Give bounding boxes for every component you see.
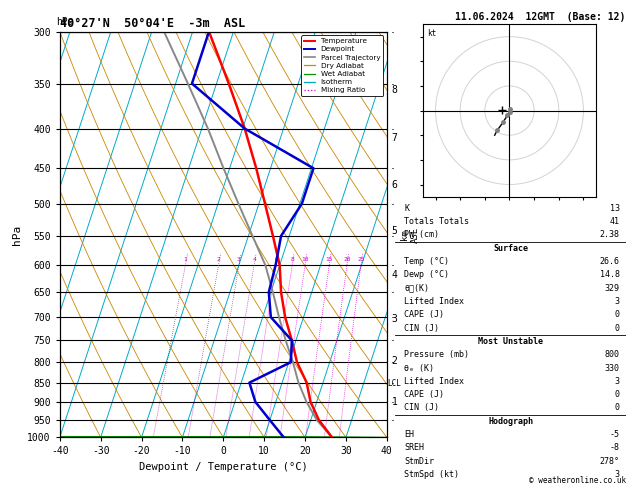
Text: 3: 3: [615, 377, 620, 386]
Text: 3: 3: [615, 470, 620, 479]
Text: 4: 4: [252, 257, 256, 262]
Text: 330: 330: [604, 364, 620, 373]
Text: Dewp (°C): Dewp (°C): [404, 270, 449, 279]
Text: StmDir: StmDir: [404, 457, 434, 466]
Text: Most Unstable: Most Unstable: [478, 337, 543, 346]
Text: Hodograph: Hodograph: [488, 417, 533, 426]
Text: 8: 8: [291, 257, 294, 262]
Text: CAPE (J): CAPE (J): [404, 390, 444, 399]
Text: Lifted Index: Lifted Index: [404, 377, 464, 386]
Text: CIN (J): CIN (J): [404, 403, 439, 413]
Text: kt: kt: [426, 30, 436, 38]
Text: 0: 0: [615, 403, 620, 413]
Text: 2: 2: [216, 257, 220, 262]
Text: 6: 6: [274, 257, 278, 262]
Text: 0: 0: [615, 310, 620, 319]
Text: Lifted Index: Lifted Index: [404, 297, 464, 306]
Text: 40°27'N  50°04'E  -3m  ASL: 40°27'N 50°04'E -3m ASL: [60, 17, 245, 31]
Text: 20: 20: [343, 257, 350, 262]
Text: 11.06.2024  12GMT  (Base: 12): 11.06.2024 12GMT (Base: 12): [455, 12, 626, 22]
Text: © weatheronline.co.uk: © weatheronline.co.uk: [529, 476, 626, 485]
X-axis label: Dewpoint / Temperature (°C): Dewpoint / Temperature (°C): [139, 462, 308, 472]
Text: LCL: LCL: [387, 379, 401, 388]
Text: 10: 10: [301, 257, 309, 262]
Text: 15: 15: [325, 257, 333, 262]
Legend: Temperature, Dewpoint, Parcel Trajectory, Dry Adiabat, Wet Adiabat, Isotherm, Mi: Temperature, Dewpoint, Parcel Trajectory…: [301, 35, 383, 96]
Text: EH: EH: [404, 430, 415, 439]
Text: θᴄ(K): θᴄ(K): [404, 284, 429, 293]
Text: -8: -8: [610, 443, 620, 452]
Text: StmSpd (kt): StmSpd (kt): [404, 470, 459, 479]
Y-axis label: hPa: hPa: [12, 225, 21, 244]
Text: hPa: hPa: [57, 17, 74, 27]
Text: Surface: Surface: [493, 244, 528, 253]
Text: CAPE (J): CAPE (J): [404, 310, 444, 319]
Text: Temp (°C): Temp (°C): [404, 257, 449, 266]
Text: 278°: 278°: [599, 457, 620, 466]
Text: PW (cm): PW (cm): [404, 230, 439, 240]
Y-axis label: km
ASL: km ASL: [400, 226, 420, 243]
Text: 800: 800: [604, 350, 620, 359]
Text: K: K: [404, 204, 409, 213]
Text: 0: 0: [615, 390, 620, 399]
Text: Pressure (mb): Pressure (mb): [404, 350, 469, 359]
Text: 25: 25: [357, 257, 365, 262]
Text: SREH: SREH: [404, 443, 425, 452]
Text: 26.6: 26.6: [599, 257, 620, 266]
Text: 3: 3: [615, 297, 620, 306]
Text: CIN (J): CIN (J): [404, 324, 439, 332]
Text: 41: 41: [610, 217, 620, 226]
Text: 13: 13: [610, 204, 620, 213]
Text: θₑ (K): θₑ (K): [404, 364, 434, 373]
Text: Totals Totals: Totals Totals: [404, 217, 469, 226]
Text: 1: 1: [184, 257, 187, 262]
Text: 329: 329: [604, 284, 620, 293]
Text: 14.8: 14.8: [599, 270, 620, 279]
Text: -5: -5: [610, 430, 620, 439]
Text: 3: 3: [237, 257, 241, 262]
Text: 0: 0: [615, 324, 620, 332]
Text: 2.38: 2.38: [599, 230, 620, 240]
